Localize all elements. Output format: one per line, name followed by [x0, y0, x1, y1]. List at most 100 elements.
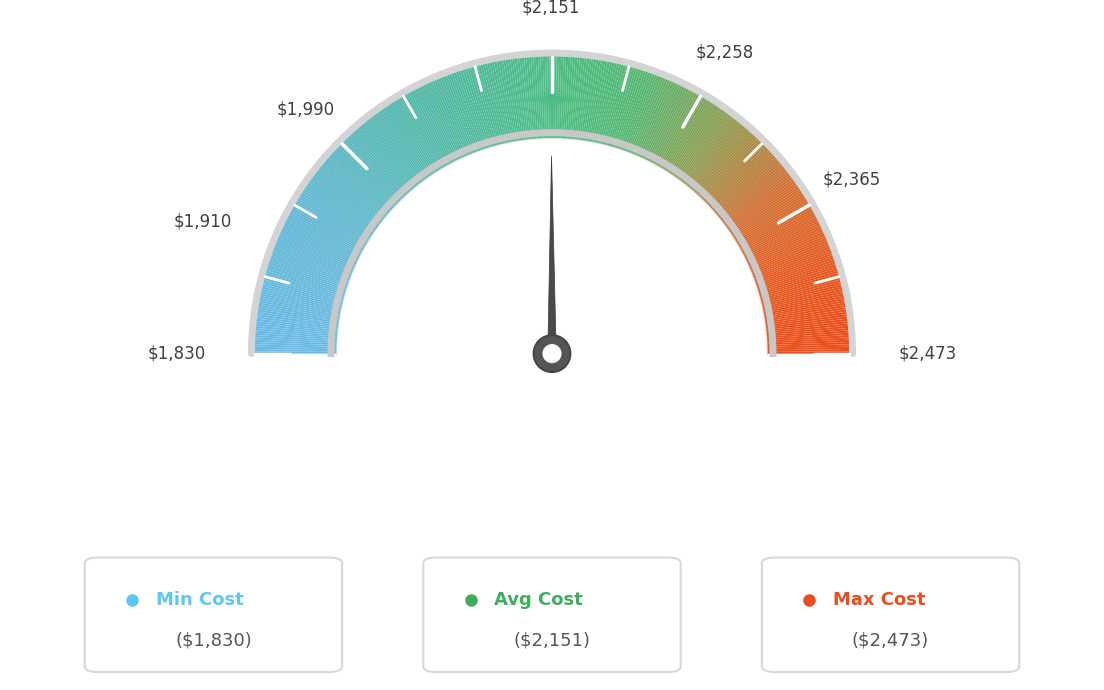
Wedge shape: [341, 138, 404, 202]
Wedge shape: [567, 54, 575, 142]
Wedge shape: [704, 144, 769, 207]
Wedge shape: [623, 70, 654, 154]
Wedge shape: [671, 105, 723, 179]
Wedge shape: [320, 160, 390, 218]
Wedge shape: [331, 148, 397, 210]
Wedge shape: [459, 67, 488, 152]
Wedge shape: [466, 65, 492, 150]
Wedge shape: [754, 263, 839, 291]
Wedge shape: [444, 72, 477, 156]
Wedge shape: [755, 268, 840, 295]
Wedge shape: [305, 181, 379, 233]
Wedge shape: [457, 68, 487, 152]
Wedge shape: [545, 53, 549, 141]
Wedge shape: [475, 63, 499, 148]
Wedge shape: [318, 164, 388, 221]
Wedge shape: [702, 141, 766, 205]
Wedge shape: [257, 295, 344, 314]
Wedge shape: [422, 81, 461, 162]
Polygon shape: [548, 156, 556, 354]
Wedge shape: [533, 54, 540, 142]
Wedge shape: [603, 62, 627, 148]
Wedge shape: [758, 284, 845, 306]
Wedge shape: [282, 221, 361, 262]
Wedge shape: [571, 54, 581, 142]
Text: $1,990: $1,990: [277, 101, 336, 119]
Wedge shape: [254, 314, 342, 327]
Wedge shape: [485, 60, 506, 147]
Wedge shape: [746, 234, 829, 271]
Wedge shape: [344, 135, 406, 200]
Wedge shape: [253, 326, 341, 335]
Wedge shape: [670, 104, 721, 178]
Wedge shape: [587, 57, 604, 145]
Wedge shape: [731, 193, 807, 242]
Wedge shape: [764, 349, 852, 352]
Wedge shape: [733, 197, 809, 244]
Wedge shape: [756, 270, 841, 296]
Wedge shape: [552, 53, 554, 141]
Wedge shape: [758, 286, 846, 307]
Wedge shape: [565, 54, 573, 142]
Wedge shape: [677, 110, 731, 183]
Wedge shape: [538, 53, 543, 141]
Wedge shape: [762, 311, 850, 326]
Wedge shape: [259, 281, 346, 304]
Wedge shape: [743, 221, 822, 262]
Wedge shape: [725, 181, 799, 233]
Wedge shape: [763, 326, 851, 335]
Wedge shape: [734, 201, 811, 247]
Wedge shape: [316, 166, 386, 222]
Wedge shape: [698, 135, 760, 200]
Wedge shape: [744, 226, 825, 265]
Wedge shape: [357, 124, 415, 193]
Wedge shape: [343, 136, 405, 201]
FancyBboxPatch shape: [423, 558, 681, 672]
Wedge shape: [764, 333, 852, 340]
Wedge shape: [255, 302, 343, 319]
Wedge shape: [455, 68, 485, 153]
Wedge shape: [426, 79, 465, 161]
Wedge shape: [253, 323, 341, 334]
Wedge shape: [662, 97, 711, 174]
Wedge shape: [540, 53, 545, 141]
Wedge shape: [605, 63, 629, 148]
Wedge shape: [712, 157, 781, 216]
Wedge shape: [760, 293, 847, 313]
Wedge shape: [715, 162, 785, 219]
Wedge shape: [508, 56, 522, 144]
Wedge shape: [760, 288, 846, 309]
Wedge shape: [381, 105, 433, 179]
Wedge shape: [665, 99, 713, 175]
Wedge shape: [719, 168, 789, 224]
Wedge shape: [276, 232, 358, 269]
Wedge shape: [561, 53, 566, 141]
Wedge shape: [372, 112, 426, 184]
Text: $2,365: $2,365: [822, 170, 881, 188]
Wedge shape: [542, 53, 546, 141]
Wedge shape: [333, 146, 399, 208]
Wedge shape: [496, 58, 513, 145]
Wedge shape: [693, 130, 754, 197]
Wedge shape: [732, 195, 808, 243]
Wedge shape: [253, 328, 341, 337]
Wedge shape: [310, 173, 382, 228]
Wedge shape: [473, 63, 498, 149]
Wedge shape: [439, 74, 474, 157]
Wedge shape: [763, 321, 851, 332]
Wedge shape: [261, 279, 347, 302]
Wedge shape: [750, 245, 834, 279]
Wedge shape: [572, 55, 583, 143]
Wedge shape: [701, 139, 765, 204]
Wedge shape: [628, 73, 662, 157]
Wedge shape: [659, 94, 705, 171]
Wedge shape: [336, 143, 401, 206]
Wedge shape: [596, 60, 617, 146]
Wedge shape: [689, 124, 747, 193]
Wedge shape: [760, 295, 847, 314]
Wedge shape: [412, 87, 454, 166]
Wedge shape: [297, 193, 373, 242]
Wedge shape: [691, 126, 751, 195]
Wedge shape: [724, 179, 798, 232]
Wedge shape: [705, 146, 771, 208]
